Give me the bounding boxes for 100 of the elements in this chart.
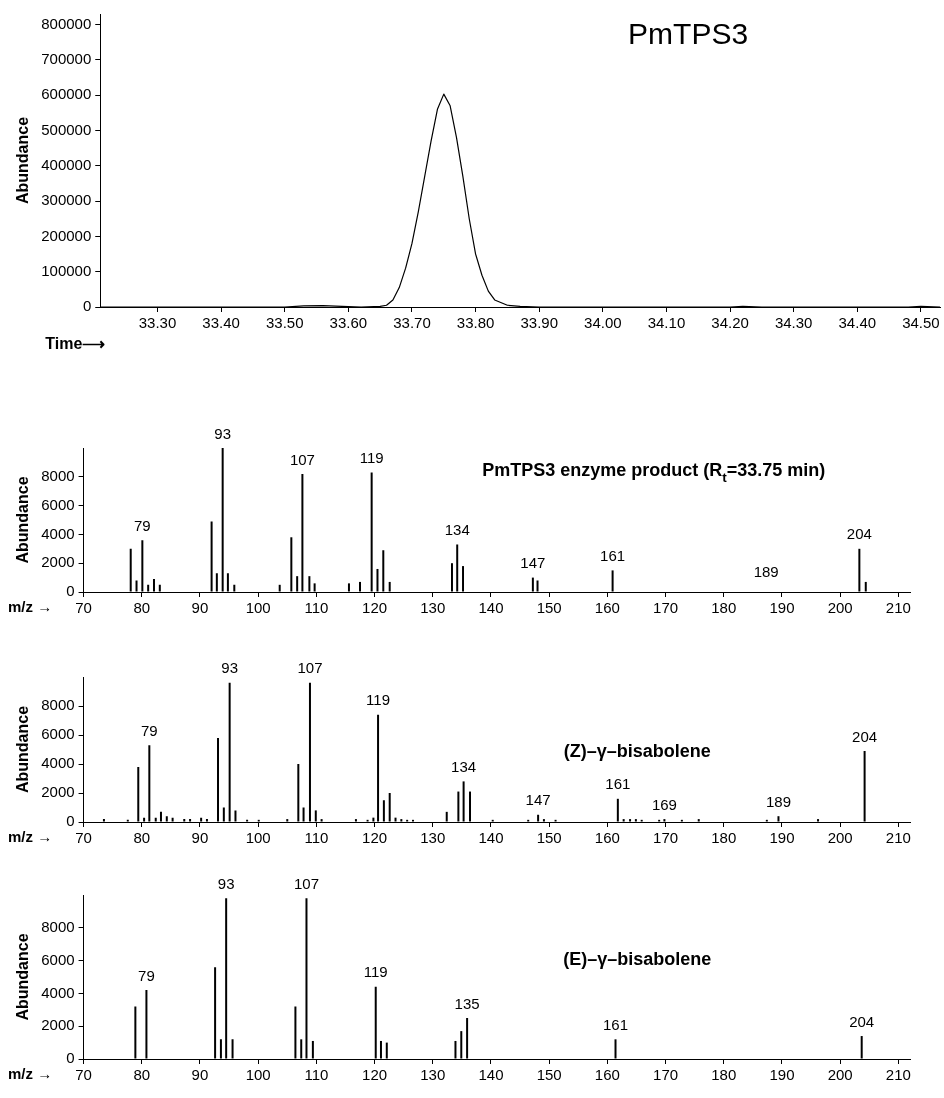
x-tick-label: 150 (536, 829, 562, 847)
y-tick-label: 0 (66, 812, 75, 830)
x-tick-label: 34.50 (902, 314, 940, 332)
x-tick-label: 170 (653, 599, 679, 617)
x-tick-label: 90 (191, 599, 209, 617)
x-tick-label: 210 (885, 599, 911, 617)
y-tick-label: 8000 (41, 917, 75, 935)
y-tick-label: 500000 (41, 120, 92, 138)
x-tick-label: 190 (769, 829, 795, 847)
x-tick-label: 140 (478, 829, 504, 847)
x-tick-label: 200 (827, 829, 853, 847)
y-axis-title: Abundance (14, 116, 32, 205)
y-tick-label: 0 (66, 1049, 75, 1067)
x-tick-label: 130 (420, 599, 446, 617)
x-tick-label: 110 (304, 599, 329, 617)
x-tick-label: 100 (245, 829, 271, 847)
annotation: 189 (753, 562, 779, 580)
y-axis-title: Abundance (14, 933, 32, 1021)
x-tick-label: 70 (75, 829, 92, 847)
x-tick-label: 140 (478, 1066, 504, 1084)
x-tick-label: 33.60 (329, 314, 368, 332)
y-tick-label: 4000 (41, 524, 75, 542)
y-tick-label: 2000 (41, 1016, 75, 1034)
annotation: 93 (221, 659, 238, 677)
y-tick-label: 2000 (41, 783, 75, 801)
x-tick-label: 110 (304, 1066, 329, 1084)
x-tick-label: 100 (245, 599, 271, 617)
annotation: 204 (852, 727, 878, 745)
annotation: 147 (520, 554, 546, 572)
y-tick-label: 2000 (41, 553, 75, 571)
y-tick-label: 100000 (41, 261, 92, 279)
annotation: 161 (605, 775, 631, 793)
annotation: 161 (600, 547, 626, 565)
y-tick-label: 4000 (41, 983, 75, 1001)
x-tick-label: 160 (594, 599, 620, 617)
y-tick-label: 600000 (41, 85, 92, 103)
x-axis-title: m/z → (8, 828, 53, 845)
x-tick-label: 180 (711, 829, 737, 847)
annotation: 119 (359, 449, 384, 467)
annotation: 161 (603, 1015, 629, 1033)
annotation: 134 (444, 521, 470, 539)
x-tick-label: 200 (827, 1066, 853, 1084)
x-tick-label: 190 (769, 1066, 795, 1084)
annotation: 107 (297, 659, 323, 677)
annotation: 189 (765, 792, 791, 810)
x-axis-title: m/z → (8, 598, 53, 615)
annotation: 135 (454, 994, 480, 1012)
annotation: 147 (525, 791, 551, 809)
x-tick-label: 33.70 (393, 314, 431, 332)
x-tick-label: 170 (653, 1066, 679, 1084)
y-tick-label: 200000 (41, 226, 92, 244)
x-tick-label: 150 (536, 1066, 562, 1084)
y-tick-label: 700000 (41, 50, 92, 68)
chart-title: PmTPS3 (628, 17, 749, 50)
x-axis-title: Time⟶ (45, 335, 106, 352)
x-tick-label: 90 (191, 829, 209, 847)
y-tick-label: 800000 (41, 14, 92, 32)
x-tick-label: 180 (711, 1066, 737, 1084)
x-tick-label: 80 (133, 829, 151, 847)
annotation: 107 (289, 450, 315, 468)
x-tick-label: 130 (420, 829, 446, 847)
x-tick-label: 70 (75, 1066, 92, 1084)
x-tick-label: 140 (478, 599, 504, 617)
x-tick-label: 160 (594, 1066, 620, 1084)
x-tick-label: 210 (885, 829, 911, 847)
x-tick-label: 160 (594, 829, 620, 847)
x-tick-label: 180 (711, 599, 737, 617)
y-tick-label: 4000 (41, 754, 75, 772)
x-tick-label: 90 (191, 1066, 209, 1084)
x-tick-label: 80 (133, 599, 151, 617)
x-tick-label: 190 (769, 599, 795, 617)
y-tick-label: 400000 (41, 155, 92, 173)
x-tick-label: 33.40 (202, 314, 240, 332)
x-tick-label: 200 (827, 599, 853, 617)
annotation: 79 (138, 966, 155, 984)
x-tick-label: 34.10 (647, 314, 686, 332)
annotation: 204 (846, 525, 872, 543)
x-tick-label: 33.50 (265, 314, 304, 332)
text: (Z)–γ–bisabolene (563, 741, 711, 761)
annotation: 107 (293, 874, 319, 892)
annotation: 79 (134, 516, 151, 534)
x-tick-label: 100 (245, 1066, 271, 1084)
y-tick-label: 8000 (41, 696, 75, 714)
x-tick-label: 130 (420, 1066, 446, 1084)
annotation: 169 (651, 795, 677, 813)
y-tick-label: 300000 (41, 191, 92, 209)
y-tick-label: 6000 (41, 495, 75, 513)
x-tick-label: 210 (885, 1066, 911, 1084)
x-tick-label: 33.90 (520, 314, 558, 332)
x-tick-label: 34.30 (774, 314, 813, 332)
y-tick-label: 6000 (41, 725, 75, 743)
x-tick-label: 150 (536, 599, 562, 617)
x-tick-label: 120 (362, 599, 388, 617)
annotation: 93 (217, 874, 235, 892)
annotation: 204 (849, 1012, 875, 1030)
annotation: 93 (214, 424, 232, 442)
y-axis-title: Abundance (14, 705, 32, 794)
x-tick-label: 33.80 (456, 314, 495, 332)
annotation: 119 (366, 691, 391, 709)
annotation: 134 (451, 758, 477, 776)
